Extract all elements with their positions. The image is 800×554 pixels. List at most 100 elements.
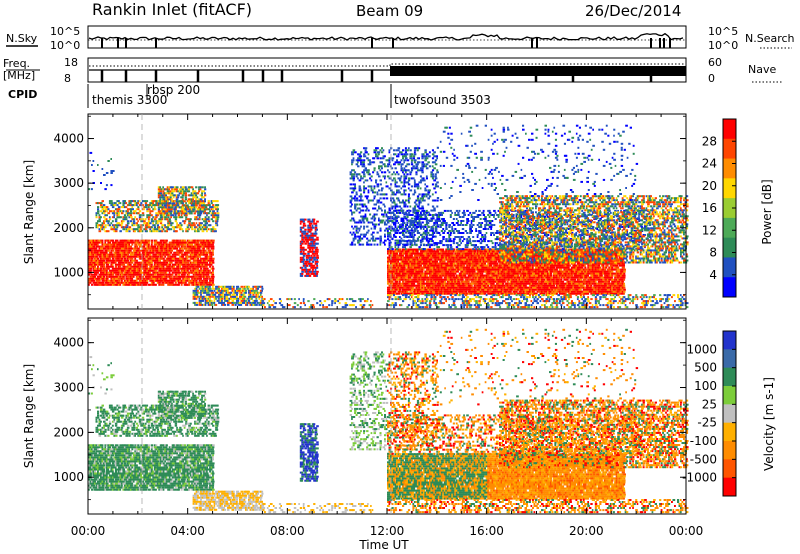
data-cell — [304, 230, 307, 233]
data-cell — [108, 202, 111, 205]
data-cell — [375, 155, 378, 158]
data-cell — [404, 272, 407, 275]
data-cell — [183, 283, 187, 286]
data-cell — [406, 262, 409, 265]
data-cell — [364, 147, 368, 150]
data-cell — [164, 224, 166, 227]
data-cell — [95, 241, 98, 244]
data-cell — [190, 192, 193, 195]
data-cell — [331, 302, 334, 305]
data-cell — [116, 259, 119, 262]
data-cell — [150, 210, 154, 213]
data-cell — [308, 220, 312, 223]
data-cell — [212, 287, 215, 290]
data-cell — [105, 277, 109, 280]
data-cell — [424, 193, 427, 196]
data-cell — [228, 297, 231, 300]
data-cell — [433, 207, 436, 210]
data-cell — [425, 286, 429, 289]
data-cell — [400, 270, 403, 273]
data-cell — [209, 283, 212, 286]
data-cell — [262, 302, 266, 305]
data-cell — [261, 301, 264, 304]
data-cell — [103, 212, 106, 215]
data-cell — [371, 304, 374, 307]
data-cell — [320, 302, 323, 305]
data-cell — [314, 270, 317, 273]
data-cell — [397, 197, 400, 200]
data-cell — [425, 252, 428, 255]
data-cell — [165, 200, 169, 203]
data-cell — [215, 303, 218, 306]
data-cell — [113, 202, 116, 205]
data-cell — [164, 243, 167, 246]
data-cell — [150, 251, 154, 254]
data-cell — [357, 153, 359, 156]
data-cell — [111, 206, 115, 209]
data-cell — [160, 188, 163, 191]
data-cell — [116, 281, 120, 284]
data-cell — [403, 161, 405, 164]
data-cell — [91, 239, 94, 242]
data-cell — [147, 277, 150, 280]
data-cell — [95, 212, 98, 215]
data-cell — [191, 283, 194, 286]
data-cell — [111, 265, 114, 268]
data-cell — [189, 275, 193, 278]
data-cell — [391, 193, 394, 196]
data-cell — [366, 169, 369, 172]
data-cell — [129, 273, 133, 276]
data-cell — [436, 181, 439, 184]
data-cell — [168, 267, 172, 270]
data-cell — [107, 247, 110, 250]
data-cell — [404, 284, 407, 287]
data-cell — [404, 193, 407, 196]
data-cell — [169, 206, 172, 209]
data-cell — [171, 202, 174, 205]
data-cell — [418, 161, 421, 164]
data-cell — [210, 212, 214, 215]
data-cell — [126, 212, 130, 215]
data-cell — [94, 263, 96, 266]
beam-title: Beam 09 — [356, 2, 423, 20]
data-cell — [407, 239, 410, 242]
data-cell — [113, 277, 116, 280]
data-cell — [97, 281, 99, 284]
data-cell — [191, 267, 194, 270]
data-cell — [122, 273, 125, 276]
data-cell — [180, 275, 184, 278]
data-cell — [404, 278, 407, 281]
data-cell — [194, 279, 196, 282]
data-cell — [162, 188, 165, 191]
data-cell — [101, 206, 104, 209]
data-cell — [311, 248, 314, 251]
data-cell — [137, 269, 140, 272]
data-cell — [216, 291, 219, 294]
data-cell — [424, 250, 427, 253]
data-cell — [95, 239, 98, 242]
data-cell — [185, 253, 187, 256]
data-cell — [366, 197, 369, 200]
data-cell — [224, 285, 227, 288]
data-cell — [331, 300, 334, 303]
data-cell — [367, 159, 370, 162]
data-cell — [373, 215, 376, 218]
data-cell — [207, 220, 211, 223]
data-cell — [428, 280, 432, 283]
data-cell — [301, 270, 304, 273]
data-cell — [393, 274, 396, 277]
data-cell — [249, 291, 252, 294]
data-cell — [120, 222, 124, 225]
data-cell — [207, 216, 210, 219]
data-cell — [302, 300, 305, 303]
data-cell — [170, 210, 173, 213]
data-cell — [206, 226, 208, 229]
data-cell — [243, 289, 246, 292]
data-cell — [128, 249, 131, 252]
data-cell — [204, 224, 207, 227]
data-cell — [416, 288, 419, 291]
data-cell — [94, 251, 96, 254]
data-cell — [406, 282, 409, 285]
data-cell — [207, 297, 210, 300]
data-cell — [113, 212, 116, 215]
